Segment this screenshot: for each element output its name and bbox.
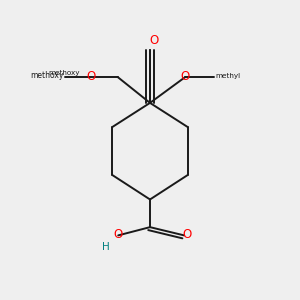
Text: O: O — [149, 34, 158, 47]
Text: methoxy: methoxy — [30, 71, 63, 80]
Text: O: O — [182, 228, 192, 241]
Text: O: O — [86, 70, 95, 83]
Text: methoxy: methoxy — [49, 70, 80, 76]
Text: H: H — [102, 242, 110, 252]
Text: O: O — [114, 228, 123, 241]
Text: methyl: methyl — [216, 73, 241, 79]
Text: O: O — [181, 70, 190, 83]
